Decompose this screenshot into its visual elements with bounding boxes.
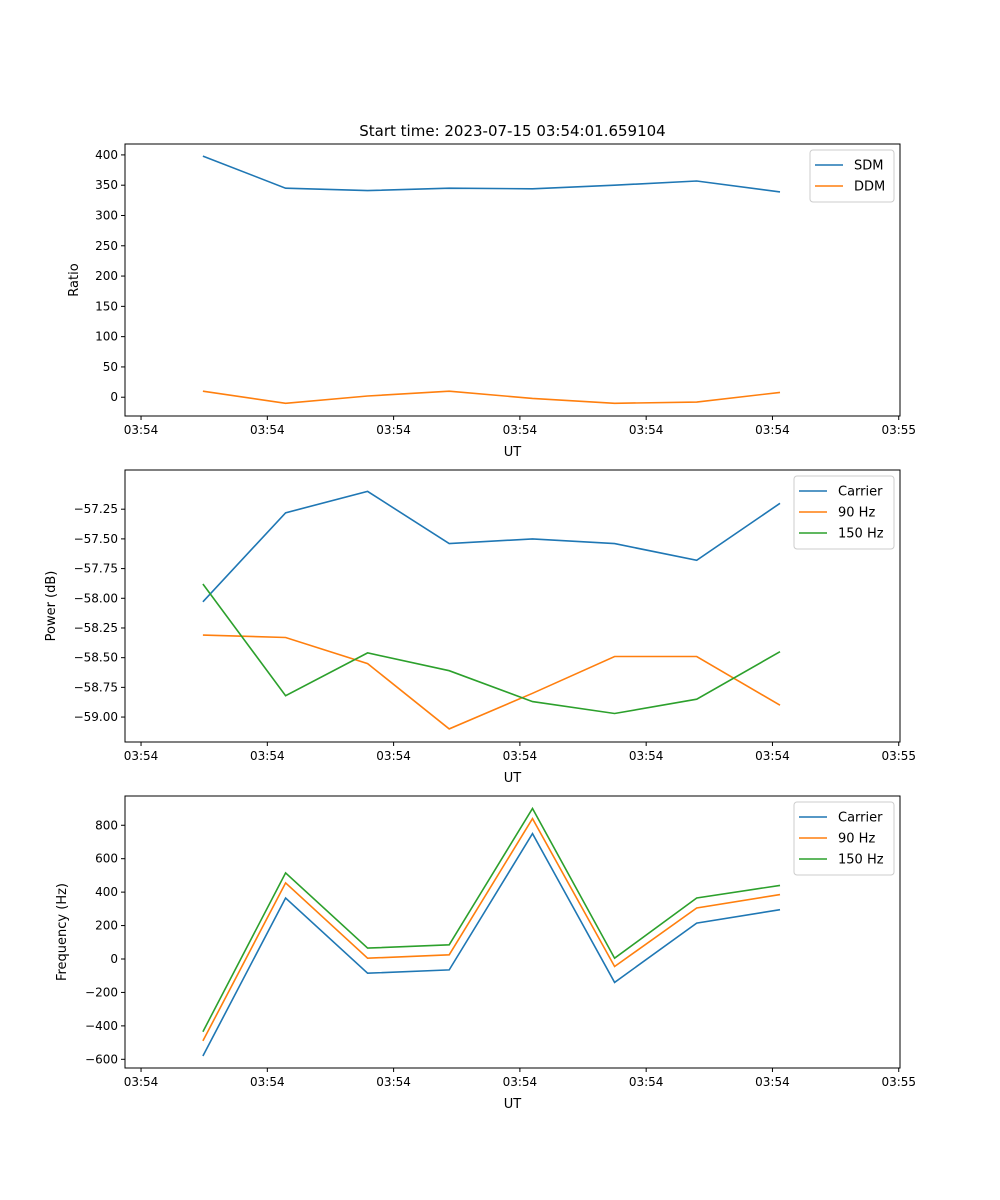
x-tick-label: 03:54 — [755, 749, 790, 763]
x-tick-label: 03:54 — [250, 423, 285, 437]
y-tick-label: 100 — [95, 330, 118, 344]
x-tick-label: 03:54 — [124, 749, 159, 763]
y-tick-label: 800 — [95, 818, 118, 832]
legend-label: 90 Hz — [838, 832, 875, 847]
y-tick-label: −59.00 — [74, 710, 118, 724]
legend-label: Carrier — [838, 485, 883, 500]
series-line-sdm — [202, 155, 781, 193]
legend: Carrier 90 Hz 150 Hz — [793, 475, 895, 550]
legend-label: 150 Hz — [838, 527, 884, 542]
legend: Carrier 90 Hz 150 Hz — [793, 801, 895, 876]
y-tick-label: 150 — [95, 299, 118, 313]
y-tick-label: −58.75 — [74, 680, 118, 694]
x-axis-label: UT — [504, 771, 522, 786]
y-tick-label: −58.00 — [74, 591, 118, 605]
series-line-150-hz — [202, 583, 781, 715]
y-axis-label: Power (dB) — [44, 571, 59, 642]
series-line-carrier — [202, 490, 781, 603]
x-tick-label: 03:54 — [124, 423, 159, 437]
x-tick-label: 03:54 — [629, 749, 664, 763]
y-axis-label: Ratio — [67, 263, 82, 296]
y-tick-label: −58.50 — [74, 651, 118, 665]
y-tick-label: 400 — [95, 148, 118, 162]
y-tick-label: −57.75 — [74, 562, 118, 576]
y-tick-label: 400 — [95, 885, 118, 899]
y-tick-label: 50 — [103, 360, 118, 374]
y-tick-label: −200 — [85, 985, 118, 999]
y-tick-label: 0 — [110, 390, 118, 404]
x-axis-label: UT — [504, 445, 522, 460]
series-line-ddm — [202, 390, 781, 405]
y-tick-label: 250 — [95, 239, 118, 253]
axes-frame — [124, 143, 901, 417]
y-tick-label: 600 — [95, 852, 118, 866]
legend-box — [793, 475, 895, 550]
chart-title: Start time: 2023-07-15 03:54:01.659104 — [359, 122, 665, 140]
x-tick-label: 03:54 — [124, 1075, 159, 1089]
subplot-3: 03:54 03:54 03:54 03:54 03:54 03:54 03:55 −600 −… — [55, 795, 916, 1112]
x-tick-label: 03:55 — [881, 749, 916, 763]
y-tick-label: −600 — [85, 1052, 118, 1066]
x-tick-label: 03:54 — [250, 1075, 285, 1089]
y-tick-label: 200 — [95, 919, 118, 933]
subplot-2: 03:54 03:54 03:54 03:54 03:54 03:54 03:55 −59.0… — [44, 469, 916, 786]
y-tick-label: 200 — [95, 269, 118, 283]
x-tick-label: 03:54 — [629, 423, 664, 437]
y-tick-label: −57.50 — [74, 532, 118, 546]
x-tick-label: 03:54 — [503, 749, 538, 763]
legend-label: SDM — [854, 159, 883, 174]
y-tick-label: −400 — [85, 1019, 118, 1033]
x-axis-label: UT — [504, 1097, 522, 1112]
series-line-90-hz — [202, 634, 781, 730]
legend-label: DDM — [854, 180, 885, 195]
x-tick-label: 03:55 — [881, 1075, 916, 1089]
axes-frame — [124, 795, 901, 1069]
x-tick-label: 03:54 — [376, 423, 411, 437]
subplot-1: Start time: 2023-07-15 03:54:01.65910403… — [67, 122, 916, 460]
series-line-150-hz — [202, 806, 781, 1033]
y-tick-label: −58.25 — [74, 621, 118, 635]
legend-box — [809, 149, 895, 203]
legend: SDM DDM — [809, 149, 895, 203]
legend-box — [793, 801, 895, 876]
x-tick-label: 03:54 — [503, 423, 538, 437]
y-tick-label: −57.25 — [74, 502, 118, 516]
x-tick-label: 03:54 — [376, 749, 411, 763]
legend-label: 150 Hz — [838, 853, 884, 868]
x-tick-label: 03:54 — [755, 423, 790, 437]
y-tick-label: 300 — [95, 208, 118, 222]
legend-label: Carrier — [838, 811, 883, 826]
x-tick-label: 03:54 — [629, 1075, 664, 1089]
legend-label: 90 Hz — [838, 506, 875, 521]
x-tick-label: 03:54 — [376, 1075, 411, 1089]
series-line-carrier — [202, 832, 781, 1057]
series-line-90-hz — [202, 817, 781, 1042]
y-tick-label: 0 — [110, 952, 118, 966]
axes-frame — [124, 469, 901, 743]
x-tick-label: 03:55 — [881, 423, 916, 437]
x-tick-label: 03:54 — [755, 1075, 790, 1089]
y-axis-label: Frequency (Hz) — [55, 883, 70, 981]
y-tick-label: 350 — [95, 178, 118, 192]
x-tick-label: 03:54 — [250, 749, 285, 763]
x-tick-label: 03:54 — [503, 1075, 538, 1089]
